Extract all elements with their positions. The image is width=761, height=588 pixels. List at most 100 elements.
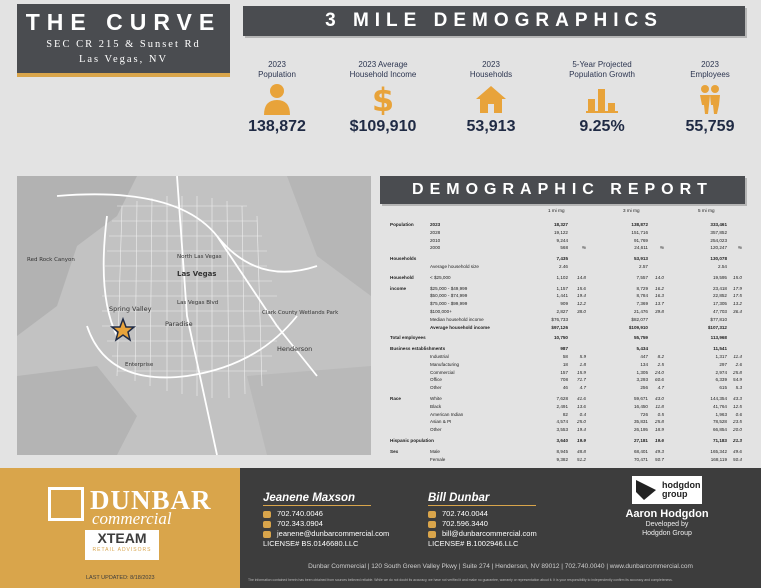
row-label: $50,000 - $74,999 xyxy=(430,293,468,299)
report-banner: DEMOGRAPHIC REPORT xyxy=(380,176,745,204)
report-row: Average household size 2.46 2.57 2.54 xyxy=(388,264,743,269)
map-label: Henderson xyxy=(277,345,312,353)
developer-company: Hodgdon Group xyxy=(642,530,692,537)
agent-email[interactable]: jeanene@dunbarcommercial.com xyxy=(263,529,433,539)
report-row: Female 9,382 51.2 70,471 50.7 168,119 50.4 xyxy=(388,457,743,462)
section-label: Hispanic population xyxy=(390,438,434,443)
developer-block: hodgdon group Aaron Hodgdon Developed by… xyxy=(612,476,722,538)
value-cell: 18,327 xyxy=(553,222,568,227)
section-label: Sex xyxy=(390,448,399,454)
report-row: Total employees 10,750 55,759 113,968 xyxy=(388,335,743,340)
section-label: Population xyxy=(390,222,414,227)
map-label: Clark County Wetlands Park xyxy=(262,310,339,316)
value-cell: 22,852 xyxy=(712,293,727,299)
column-header: 5 mi rng xyxy=(698,208,715,213)
agent-phone-2[interactable]: 702.596.3440 xyxy=(428,519,598,529)
percent-cell: 14.0 xyxy=(655,274,664,280)
percent-cell: 19.4 xyxy=(577,293,586,299)
value-cell: 46 xyxy=(562,385,568,391)
agent-email[interactable]: bill@dunbarcommercial.com xyxy=(428,529,598,539)
agent-name: Bill Dunbar xyxy=(428,492,536,506)
agent-phone-1[interactable]: 702.740.0044 xyxy=(428,509,598,519)
value-cell: $97,126 xyxy=(551,324,568,330)
agent-card-dunbar: Bill Dunbar 702.740.0044 702.596.3440 bi… xyxy=(428,488,598,549)
value-cell: 18 xyxy=(562,361,568,367)
value-cell: 6,339 xyxy=(715,377,728,383)
value-cell: 120,247 xyxy=(710,245,727,251)
percent-cell: 1.8 xyxy=(579,361,586,367)
percent-cell: 4.7 xyxy=(657,385,664,391)
area-map[interactable]: North Las Vegas Las Vegas Spring Valley … xyxy=(17,176,371,455)
row-label: $75,000 - $99,999 xyxy=(430,301,468,307)
report-row: Median household income $76,733 $82,077 $77… xyxy=(388,317,743,322)
value-cell: 4,574 xyxy=(556,419,569,425)
value-cell: 19,122 xyxy=(553,229,568,235)
report-row: Sex Male 8,945 48.8 68,401 49.3 165,342 49.6 xyxy=(388,449,743,454)
value-cell: $109,910 xyxy=(628,324,648,330)
value-cell: 1,963 xyxy=(715,411,728,417)
value-cell: 82 xyxy=(562,411,568,417)
stat-employees: 2023 Employees 55,759 xyxy=(665,60,755,136)
value-cell: 138,872 xyxy=(631,222,648,227)
row-label: Other xyxy=(430,427,442,433)
value-cell: 909 xyxy=(560,301,568,307)
value-cell: 7,628 xyxy=(556,396,569,401)
value-cell: 24,611 xyxy=(634,245,648,251)
report-row: 2000 568% 24,611% 120,247% xyxy=(388,245,743,250)
value-cell: 726 xyxy=(640,411,648,417)
disclaimer: The information contained herein has bee… xyxy=(248,578,673,582)
percent-cell: 13.2 xyxy=(733,301,742,307)
percent-cell: 16.3 xyxy=(655,293,664,299)
agent-phone-2[interactable]: 702.343.0904 xyxy=(263,519,433,529)
value-cell: 7,557 xyxy=(636,274,649,280)
value-cell: 1,102 xyxy=(556,274,569,280)
report-row: $75,000 - $99,999 909 12.2 7,369 13.7 17,305 1… xyxy=(388,301,743,306)
value-cell: 2.57 xyxy=(639,264,648,269)
value-cell: 157 xyxy=(560,369,568,375)
report-row: Race White 7,628 41.6 59,671 43.0 144,354 43.3 xyxy=(388,396,743,401)
percent-cell: 54.9 xyxy=(733,377,742,383)
value-cell: 2,827 xyxy=(556,309,569,314)
developer-name: Aaron Hodgdon xyxy=(625,508,709,520)
row-label: Average household income xyxy=(430,324,490,330)
row-label: $25,000 - $49,999 xyxy=(430,285,468,291)
value-cell: 55,759 xyxy=(633,335,648,341)
value-cell: 134 xyxy=(640,361,648,367)
value-cell: 1,441 xyxy=(556,293,569,299)
xteam-logo: XTEAM RETAIL ADVISORS xyxy=(85,530,159,560)
value-cell: 256 xyxy=(640,385,648,391)
percent-cell: 14.8 xyxy=(577,274,586,280)
report-row: Manufacturing 18 1.8 134 2.5 297 2.6 xyxy=(388,362,743,367)
map-label: Spring Valley xyxy=(109,305,152,313)
report-header-row: 1 mi rng 3 mi rng 5 mi rng xyxy=(388,208,743,213)
stat-population: 2023 Population 138,872 xyxy=(232,60,322,136)
value-cell: 26,195 xyxy=(633,427,648,433)
percent-cell: 50.7 xyxy=(655,456,664,462)
agent-phone-1[interactable]: 702.740.0046 xyxy=(263,509,433,519)
value-cell: 130,078 xyxy=(710,256,727,262)
percent-cell: 12.2 xyxy=(577,301,586,307)
percent-cell: % xyxy=(659,245,664,251)
percent-cell: 71.7 xyxy=(577,377,586,383)
section-label: Household xyxy=(390,274,414,280)
row-label: 2023 xyxy=(430,222,441,227)
report-row: Hispanic population 3,640 19.9 27,181 19.6 71… xyxy=(388,438,743,443)
report-row: income $25,000 - $49,999 1,157 15.6 8,729 16.… xyxy=(388,286,743,291)
report-row: Business establishments 987 5,434 11,541 xyxy=(388,346,743,351)
value-cell: 27,181 xyxy=(633,438,648,443)
row-label: 2010 xyxy=(430,237,441,243)
percent-cell: 19.9 xyxy=(577,438,586,443)
row-label: American Indian xyxy=(430,411,464,417)
value-cell: $76,733 xyxy=(551,316,568,322)
value-cell: 91,769 xyxy=(633,237,648,243)
dunbar-logo: DUNBAR commercial xyxy=(48,485,218,528)
report-row: Population 2023 18,327 138,872 333,461 xyxy=(388,222,743,227)
percent-cell: 48.8 xyxy=(577,448,586,454)
percent-cell: 2.6 xyxy=(735,361,742,367)
percent-cell: 25.8 xyxy=(733,369,742,375)
row-label: Commercial xyxy=(430,369,455,375)
row-label: Male xyxy=(430,448,440,454)
column-header: 3 mi rng xyxy=(623,208,640,213)
value-cell: 333,461 xyxy=(710,222,727,227)
map-label: Paradise xyxy=(165,320,193,328)
